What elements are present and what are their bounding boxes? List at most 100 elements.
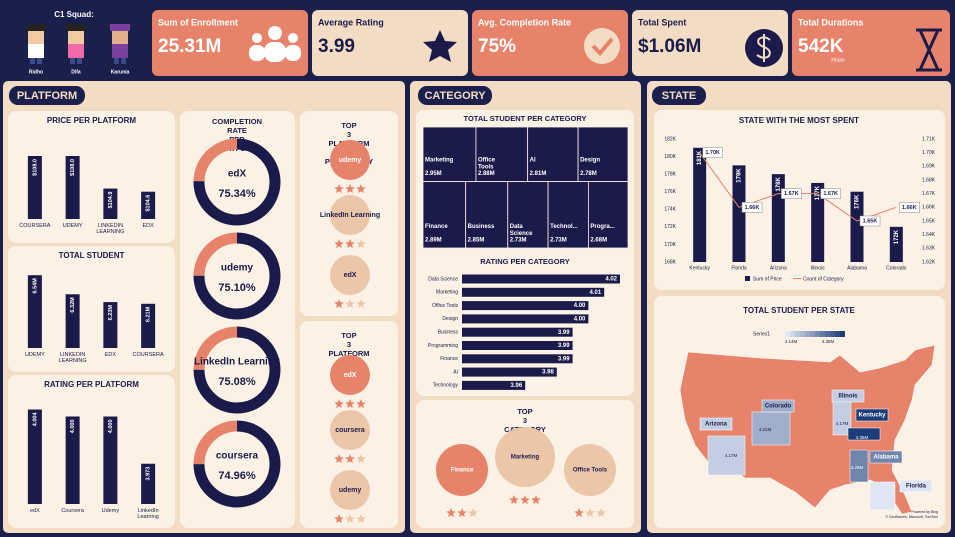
logo-circle [330, 140, 370, 180]
y-tick-label: Design [442, 316, 458, 322]
cell-label: Marketing [425, 157, 454, 163]
state-tag [869, 450, 903, 464]
logo-circle [495, 427, 555, 487]
star [334, 184, 344, 193]
value-label: 6.23M [108, 305, 114, 321]
value-label: 74.96% [218, 470, 256, 482]
state-value: 4.17M [725, 453, 738, 458]
bar [462, 314, 589, 324]
value-label: 6.54M [32, 278, 38, 294]
treemap-cell [422, 126, 477, 183]
team-label: C1 Squad: [54, 10, 94, 19]
chart-title: TOTAL STUDENT PER STATE [743, 306, 855, 315]
star [509, 495, 519, 504]
value-label: 75.10% [218, 282, 256, 294]
label-box [781, 188, 802, 199]
platform-name: edX [228, 169, 247, 180]
y-tick-label: 174K [664, 207, 676, 213]
star-rating [334, 399, 366, 408]
cell-value: 2.88M [478, 171, 495, 177]
label-box [899, 202, 920, 213]
donut-rest [193, 138, 238, 182]
y-tick-label: 180K [664, 154, 676, 160]
bar [141, 463, 156, 504]
kpi-label: Total Spent [638, 17, 686, 27]
logo-label: Finance [451, 468, 474, 474]
logo-circle [330, 355, 370, 395]
donut-arc [193, 232, 281, 320]
bar [65, 294, 80, 348]
y-tick-label: AI [453, 369, 458, 375]
platform-name: coursera [216, 451, 259, 462]
donut-arc [193, 326, 281, 414]
member-name: Karunia [111, 69, 130, 75]
y2-tick-label: 1.67K [922, 191, 936, 197]
value-label: 178K [776, 176, 782, 191]
section-title: STATE [662, 90, 696, 102]
value-label: 176K [855, 194, 861, 209]
legend-gradient [830, 331, 835, 337]
logo-label: coursera [335, 427, 365, 434]
y-tick-label: Marketing [436, 290, 458, 296]
legend-gradient [825, 331, 830, 337]
y2-tick-label: 1.68K [922, 177, 936, 183]
chart-title: RATING PER PLATFORM [44, 380, 139, 389]
cell-value: 2.68M [590, 238, 607, 244]
cell-value: 2.81M [530, 171, 547, 177]
x-tick-label: UDEMY [63, 223, 83, 229]
bar [27, 275, 42, 348]
x-tick-label: Kentucky [689, 265, 710, 271]
state-label: Alabama [873, 455, 899, 461]
value-label: 1.66K [745, 205, 760, 211]
value-label: 75.08% [218, 376, 256, 388]
bar [27, 409, 42, 504]
bar [462, 287, 605, 297]
state-tag [899, 479, 933, 493]
y-tick-label: 178K [664, 171, 676, 177]
y-tick-label: Business [438, 330, 459, 336]
x-tick-label: EDX [105, 352, 117, 358]
state-label: Arizona [705, 422, 728, 428]
legend-tick: 4.35M [822, 339, 835, 344]
logo-circle [330, 410, 370, 450]
cell-value: 2.73M [550, 238, 567, 244]
star [457, 508, 467, 517]
y2-tick-label: 1.66K [922, 205, 936, 211]
star [345, 399, 355, 408]
state-shape [869, 481, 896, 511]
state-tag [855, 408, 889, 422]
star [334, 514, 344, 523]
cell-value: 2.85M [468, 238, 485, 244]
value-label: 1.66K [902, 205, 917, 211]
bar [462, 354, 573, 364]
star-rating [509, 495, 541, 504]
x-tick-label: Illinois [811, 265, 825, 271]
star-rating [334, 299, 366, 308]
logo-label: Marketing [511, 455, 540, 461]
logo-label: udemy [339, 487, 362, 494]
icon-dollar-sign [756, 34, 771, 62]
donut-rest [193, 232, 238, 277]
icon-hourglass [916, 28, 942, 72]
value-label: 4.000 [70, 420, 76, 434]
treemap-cell [588, 181, 629, 249]
logo-circle [330, 195, 370, 235]
bar [811, 182, 825, 262]
y2-tick-label: 1.64K [922, 232, 936, 238]
logo-label: udemy [339, 157, 362, 164]
value-label: 3.99 [558, 330, 570, 336]
star-rating [574, 508, 606, 517]
legend-gradient [805, 331, 810, 337]
kpi-label: Sum of Enrollment [158, 17, 238, 27]
value-label: 4.004 [32, 412, 38, 427]
chart-title: TOTAL STUDENT [59, 251, 125, 260]
star [334, 454, 344, 463]
kpi-card [312, 10, 468, 76]
star-rating [334, 239, 366, 248]
member-name: Ridho [29, 69, 43, 75]
y-tick-label: Technology [433, 383, 459, 389]
legend-label: Sum of Price [753, 276, 782, 282]
star [345, 239, 355, 248]
star [345, 184, 355, 193]
